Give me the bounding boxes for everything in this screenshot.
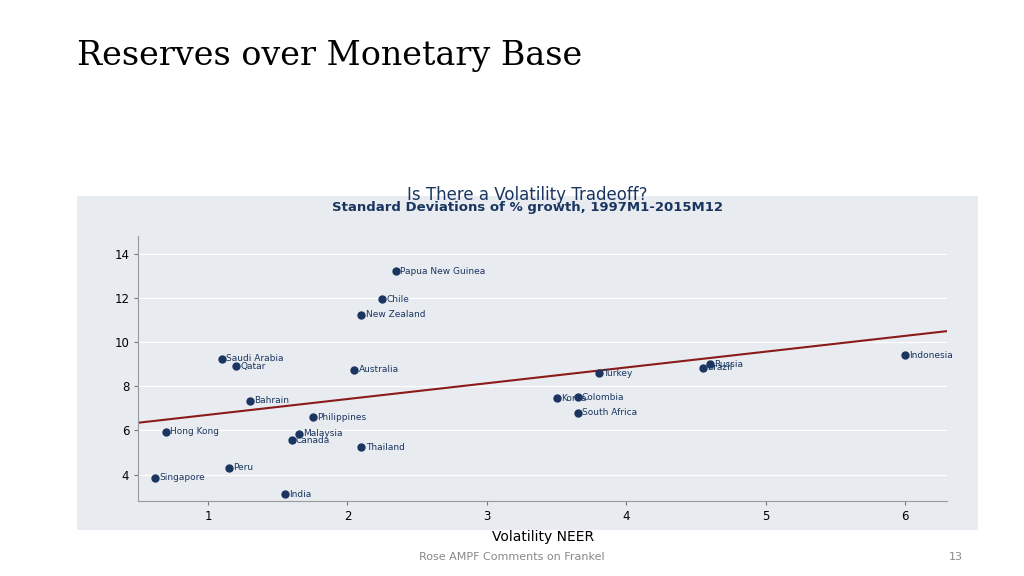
Text: Singapore: Singapore xyxy=(159,473,205,483)
Point xyxy=(346,365,362,374)
Text: Saudi Arabia: Saudi Arabia xyxy=(226,354,284,363)
Point xyxy=(291,429,307,438)
X-axis label: Volatility NEER: Volatility NEER xyxy=(492,530,594,544)
Text: 13: 13 xyxy=(948,552,963,562)
Text: Standard Deviations of % growth, 1997M1-2015M12: Standard Deviations of % growth, 1997M1-… xyxy=(332,201,723,214)
Text: Chile: Chile xyxy=(386,294,410,304)
Point xyxy=(569,393,586,402)
Point xyxy=(701,359,718,369)
Text: Papua New Guinea: Papua New Guinea xyxy=(400,267,485,276)
Text: New Zealand: New Zealand xyxy=(366,310,425,319)
Point xyxy=(374,294,390,304)
Point xyxy=(146,473,163,483)
Text: Turkey: Turkey xyxy=(603,369,632,377)
Text: South Africa: South Africa xyxy=(582,408,637,417)
Text: Australia: Australia xyxy=(358,365,398,374)
Text: Korea: Korea xyxy=(561,394,587,403)
Text: Is There a Volatility Tradeoff?: Is There a Volatility Tradeoff? xyxy=(408,187,647,204)
Text: Brazil: Brazil xyxy=(708,363,733,372)
Point xyxy=(221,463,238,472)
Point xyxy=(695,363,712,372)
Point xyxy=(590,369,606,378)
Text: Colombia: Colombia xyxy=(582,393,625,402)
Point xyxy=(897,351,913,360)
Point xyxy=(242,396,258,406)
Point xyxy=(569,408,586,418)
Point xyxy=(276,490,293,499)
Text: Russia: Russia xyxy=(715,360,743,369)
Text: Thailand: Thailand xyxy=(366,442,404,452)
Text: Hong Kong: Hong Kong xyxy=(170,427,219,436)
Text: Rose AMPF Comments on Frankel: Rose AMPF Comments on Frankel xyxy=(419,552,605,562)
Text: Malaysia: Malaysia xyxy=(303,429,342,438)
Point xyxy=(304,412,321,422)
Text: Peru: Peru xyxy=(233,464,253,472)
Point xyxy=(158,427,174,436)
Point xyxy=(227,362,244,371)
Point xyxy=(284,436,300,445)
Point xyxy=(353,442,370,452)
Text: Qatar: Qatar xyxy=(240,362,265,371)
Text: Bahrain: Bahrain xyxy=(254,396,289,405)
Point xyxy=(388,267,404,276)
Text: Reserves over Monetary Base: Reserves over Monetary Base xyxy=(77,40,582,73)
Point xyxy=(549,394,565,403)
Text: Philippines: Philippines xyxy=(316,413,366,422)
Text: India: India xyxy=(289,490,311,499)
Point xyxy=(214,354,230,363)
Point xyxy=(353,310,370,319)
Text: Indonesia: Indonesia xyxy=(909,351,953,360)
Text: Canada: Canada xyxy=(296,436,330,445)
